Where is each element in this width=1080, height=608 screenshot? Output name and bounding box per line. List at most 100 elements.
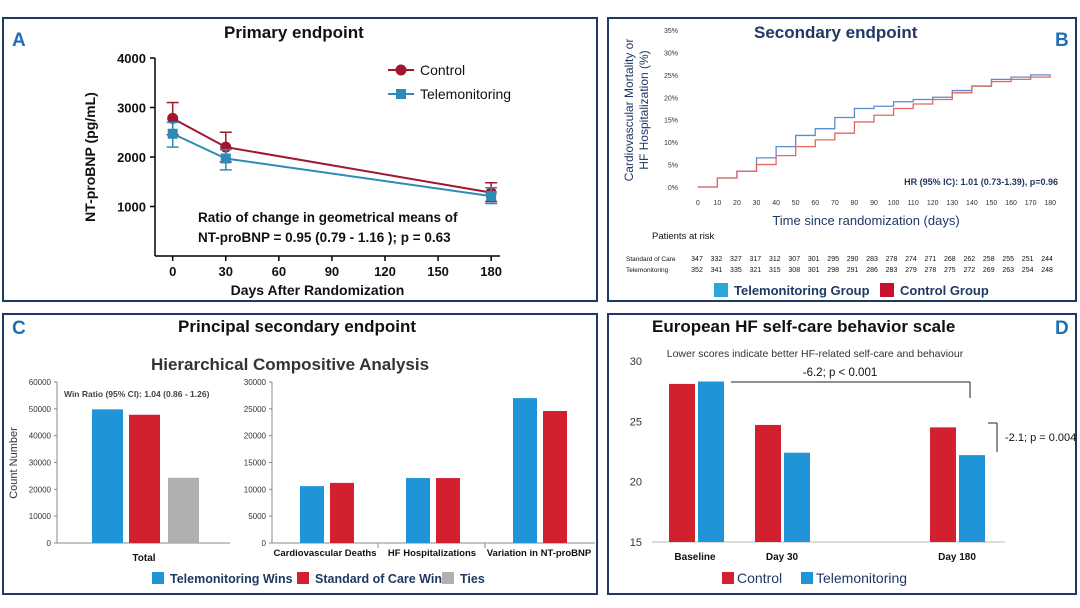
risk-value: 307	[788, 256, 800, 263]
x-tick-label: 150	[427, 264, 449, 279]
data-point-control	[167, 112, 179, 124]
y-axis-label-line1: Cardiovascular Mortality or	[622, 39, 636, 182]
bar-day-30-control	[755, 424, 781, 542]
panel-d-letter: D	[1055, 318, 1069, 339]
y-tick-label: 2000	[117, 150, 146, 165]
risk-value: 312	[769, 256, 781, 263]
panel-a-letter: A	[12, 30, 26, 51]
y-axis-label: NT-proBNP (pg/mL)	[82, 92, 98, 222]
risk-value: 258	[983, 256, 995, 263]
legend-marker-control	[395, 64, 407, 76]
legend-label: Telemonitoring Wins	[170, 572, 293, 586]
risk-value: 291	[847, 267, 859, 274]
risk-value: 269	[983, 267, 995, 274]
x-tick-label: 170	[1025, 200, 1037, 207]
y-tick-label: 10%	[664, 140, 678, 147]
legend-label: Control	[420, 62, 465, 78]
risk-value: 251	[1022, 256, 1034, 263]
legend-swatch	[442, 572, 454, 584]
bar-variation-in-nt-probnp	[543, 410, 567, 543]
risk-value: 352	[691, 267, 703, 274]
bar-baseline-telemonitoring	[698, 381, 724, 542]
legend-label: Telemonitoring	[420, 86, 511, 102]
y-tick-label: 20	[630, 477, 642, 489]
y-tick-label: 10000	[29, 512, 52, 521]
risk-value: 317	[750, 256, 762, 263]
x-tick-label: 30	[219, 264, 233, 279]
legend-label: Standard of Care Wins	[315, 572, 449, 586]
risk-value: 298	[827, 267, 839, 274]
x-tick-label: 130	[946, 200, 958, 207]
panel-b	[607, 17, 1077, 302]
bar-hf-hospitalizations	[436, 478, 460, 543]
x-tick-label: 110	[908, 200, 919, 207]
y-tick-label: 30	[630, 356, 642, 368]
x-tick-label: 90	[325, 264, 339, 279]
x-tick-label: 120	[927, 200, 939, 207]
risk-value: 301	[808, 267, 820, 274]
ratio-note-line1: Ratio of change in geometrical means of	[198, 210, 458, 225]
y-tick-label: 15	[630, 537, 642, 549]
category-label: Baseline	[674, 552, 716, 563]
y-tick-label: 25%	[664, 73, 678, 80]
bar-cardiovascular-deaths	[300, 486, 324, 543]
legend-swatch	[152, 572, 164, 584]
category-label: Total	[132, 553, 155, 564]
legend-swatch-telemonitoring	[801, 572, 813, 584]
x-axis-label: Days After Randomization	[231, 282, 405, 298]
panel-d-title: European HF self-care behavior scale	[652, 317, 956, 336]
x-tick-label: 180	[1044, 200, 1056, 207]
data-point-telemonitoring	[486, 191, 497, 202]
data-point-telemonitoring	[167, 128, 178, 139]
y-tick-label: 5%	[668, 163, 678, 170]
y-tick-label: 0%	[668, 185, 678, 192]
x-tick-label: 60	[272, 264, 286, 279]
risk-value: 278	[886, 256, 898, 263]
category-label: Variation in NT-proBNP	[487, 548, 592, 559]
legend-label: Ties	[460, 572, 485, 586]
risk-value: 254	[1022, 267, 1034, 274]
x-tick-label: 90	[870, 200, 878, 207]
x-tick-label: 50	[792, 200, 800, 207]
risk-value: 274	[905, 256, 917, 263]
risk-value: 244	[1041, 256, 1053, 263]
risk-value: 347	[691, 256, 703, 263]
bar-variation-in-nt-probnp	[513, 398, 537, 543]
y-tick-label: 20000	[244, 432, 267, 441]
x-tick-label: 60	[811, 200, 819, 207]
panel-b-letter: B	[1055, 30, 1069, 51]
annotation-baseline-day180: -6.2; p < 0.001	[803, 367, 878, 379]
risk-value: 255	[1002, 256, 1014, 263]
y-tick-label: 25000	[244, 405, 267, 414]
risk-value: 327	[730, 256, 742, 263]
bar-day-180-control	[930, 427, 956, 542]
x-axis-label: Time since randomization (days)	[772, 213, 959, 228]
km-curve-control	[697, 74, 1051, 188]
risk-value: 248	[1041, 267, 1053, 274]
category-label: HF Hospitalizations	[388, 548, 476, 559]
y-tick-label: 30000	[29, 459, 52, 468]
risk-value: 263	[1002, 267, 1014, 274]
panel-c-letter: C	[12, 318, 26, 339]
panel-b-title: Secondary endpoint	[754, 23, 918, 42]
x-tick-label: 140	[966, 200, 978, 207]
x-tick-label: 150	[986, 200, 998, 207]
legend-label-control: Control	[737, 570, 782, 586]
risk-value: 279	[905, 267, 917, 274]
risk-value: 335	[730, 267, 742, 274]
y-tick-label: 40000	[29, 432, 52, 441]
y-tick-label: 4000	[117, 51, 146, 66]
bar-day-30-telemonitoring	[784, 452, 810, 542]
y-axis-label: Count Number	[8, 427, 20, 499]
y-tick-label: 10000	[244, 485, 267, 494]
y-tick-label: 15%	[664, 118, 678, 125]
legend-swatch-control	[880, 283, 894, 297]
risk-value: 290	[847, 256, 859, 263]
y-tick-label: 35%	[664, 28, 678, 35]
bar-hf-hospitalizations	[406, 478, 430, 543]
risk-value: 295	[827, 256, 839, 263]
ratio-note-line2: NT-proBNP = 0.95 (0.79 - 1.16 ); p = 0.6…	[198, 230, 451, 245]
